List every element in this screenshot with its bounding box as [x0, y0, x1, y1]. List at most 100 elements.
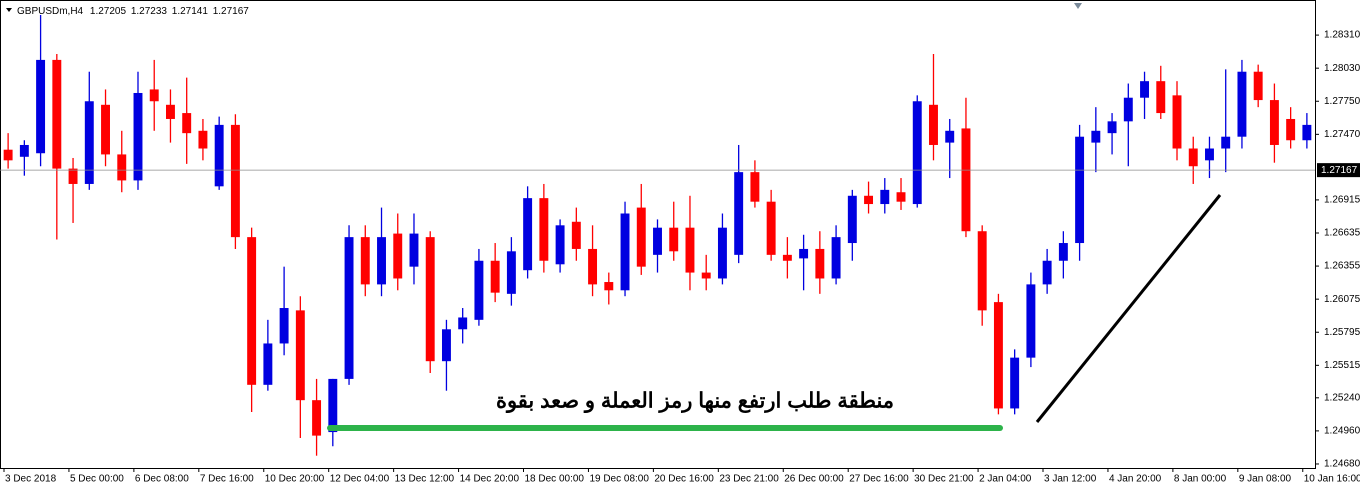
candle-body — [653, 227, 662, 255]
y-tick-label: 1.25240 — [1324, 392, 1360, 403]
candle-body — [604, 282, 614, 291]
y-tick-label: 1.24960 — [1324, 426, 1360, 437]
symbol: GBPUSDm,H4 — [17, 6, 84, 17]
candle-body — [636, 207, 646, 267]
y-tick-label: 1.26915 — [1324, 195, 1360, 206]
y-tick-label: 1.26355 — [1324, 261, 1360, 272]
candle-body — [377, 237, 386, 285]
candle-body — [523, 198, 533, 271]
candle-body — [912, 101, 922, 205]
y-tick-label: 1.25795 — [1324, 327, 1360, 338]
x-tick-label: 4 Jan 20:00 — [1109, 474, 1162, 485]
candle-body — [1221, 136, 1231, 149]
candle-body — [1140, 81, 1150, 98]
x-tick-label: 26 Dec 00:00 — [784, 474, 844, 485]
x-tick-label: 5 Dec 00:00 — [70, 474, 124, 485]
candle-body — [1237, 71, 1247, 137]
candle-body — [360, 237, 370, 285]
candle-body — [993, 302, 1003, 409]
candle-body — [474, 260, 484, 320]
header: GBPUSDm,H4 1.27205 1.27233 1.27141 1.271… — [17, 6, 249, 17]
candle-body — [182, 113, 192, 134]
candle-body — [766, 201, 776, 255]
candle-body — [425, 237, 435, 362]
x-tick-label: 20 Dec 16:00 — [654, 474, 714, 485]
candle-body — [441, 329, 451, 362]
candle-body — [815, 248, 825, 279]
candle-body — [1107, 121, 1117, 134]
candle-body — [68, 168, 78, 184]
candle-body — [929, 104, 938, 145]
candle-body — [393, 233, 403, 279]
candle-body — [734, 172, 744, 255]
x-tick-label: 30 Dec 21:00 — [914, 474, 974, 485]
current-price-label: 1.27167 — [1321, 165, 1358, 176]
candle-body — [1026, 284, 1036, 358]
shift-marker — [1074, 3, 1082, 9]
candle-body — [620, 213, 630, 291]
x-tick-label: 6 Dec 08:00 — [135, 474, 189, 485]
candle-body — [247, 237, 257, 385]
x-tick-label: 14 Dec 20:00 — [460, 474, 520, 485]
candle-body — [84, 101, 94, 184]
candle-body — [1269, 100, 1279, 145]
candle-body — [1188, 148, 1198, 167]
candle-body — [328, 378, 338, 433]
candle-body — [1302, 124, 1312, 141]
x-tick-label: 23 Dec 21:00 — [719, 474, 779, 485]
y-tick-label: 1.27750 — [1324, 96, 1360, 107]
candle-body — [1253, 71, 1263, 101]
candle-body — [847, 195, 857, 244]
candle-body — [165, 104, 175, 119]
candle-body — [1156, 81, 1166, 114]
candle-body — [880, 189, 890, 205]
candle-body — [198, 130, 208, 149]
x-tick-label: 12 Dec 04:00 — [330, 474, 390, 485]
y-tick-label: 1.27470 — [1324, 129, 1360, 140]
candle-body — [263, 343, 273, 385]
x-tick-label: 7 Dec 16:00 — [200, 474, 254, 485]
candle-body — [149, 89, 159, 102]
current-price-box — [1317, 163, 1360, 178]
x-tick-label: 27 Dec 16:00 — [849, 474, 909, 485]
candle-body — [214, 124, 224, 187]
candle-body — [1075, 136, 1085, 244]
candle-body — [945, 130, 955, 143]
candle-body — [717, 227, 727, 279]
x-tick-label: 3 Jan 12:00 — [1044, 474, 1097, 485]
candle-body — [669, 227, 679, 252]
candle-body — [701, 272, 711, 279]
x-tick-label: 13 Dec 12:00 — [395, 474, 455, 485]
candle-body — [458, 317, 468, 330]
candle-body — [1042, 260, 1052, 285]
candle-body — [101, 104, 110, 155]
y-tick-label: 1.28310 — [1324, 30, 1360, 41]
candle-body — [588, 248, 598, 285]
candle-body — [506, 251, 516, 294]
candle-body — [799, 248, 809, 259]
y-tick-label: 1.25515 — [1324, 360, 1360, 371]
candle-body — [961, 128, 971, 232]
x-tick-label: 18 Dec 00:00 — [525, 474, 585, 485]
candle-body — [312, 400, 322, 436]
candle-body — [490, 260, 500, 293]
candle-body — [539, 198, 549, 261]
candle-body — [1286, 118, 1296, 141]
candle-body — [409, 233, 419, 267]
candle-body — [1010, 357, 1020, 409]
candle-body — [117, 154, 127, 181]
symbol-menu-arrow[interactable] — [6, 8, 12, 12]
header-high: 1.27233 — [131, 6, 168, 17]
x-tick-label: 10 Dec 20:00 — [265, 474, 325, 485]
candle-body — [555, 225, 565, 265]
header-open: 1.27205 — [90, 6, 127, 17]
candle-body — [36, 59, 46, 154]
y-tick-label: 1.24680 — [1324, 459, 1360, 470]
y-tick-label: 1.26075 — [1324, 294, 1360, 305]
candle-body — [3, 149, 13, 161]
candle-body — [1205, 148, 1214, 161]
candle-body — [279, 308, 289, 344]
candle-body — [1058, 243, 1068, 261]
